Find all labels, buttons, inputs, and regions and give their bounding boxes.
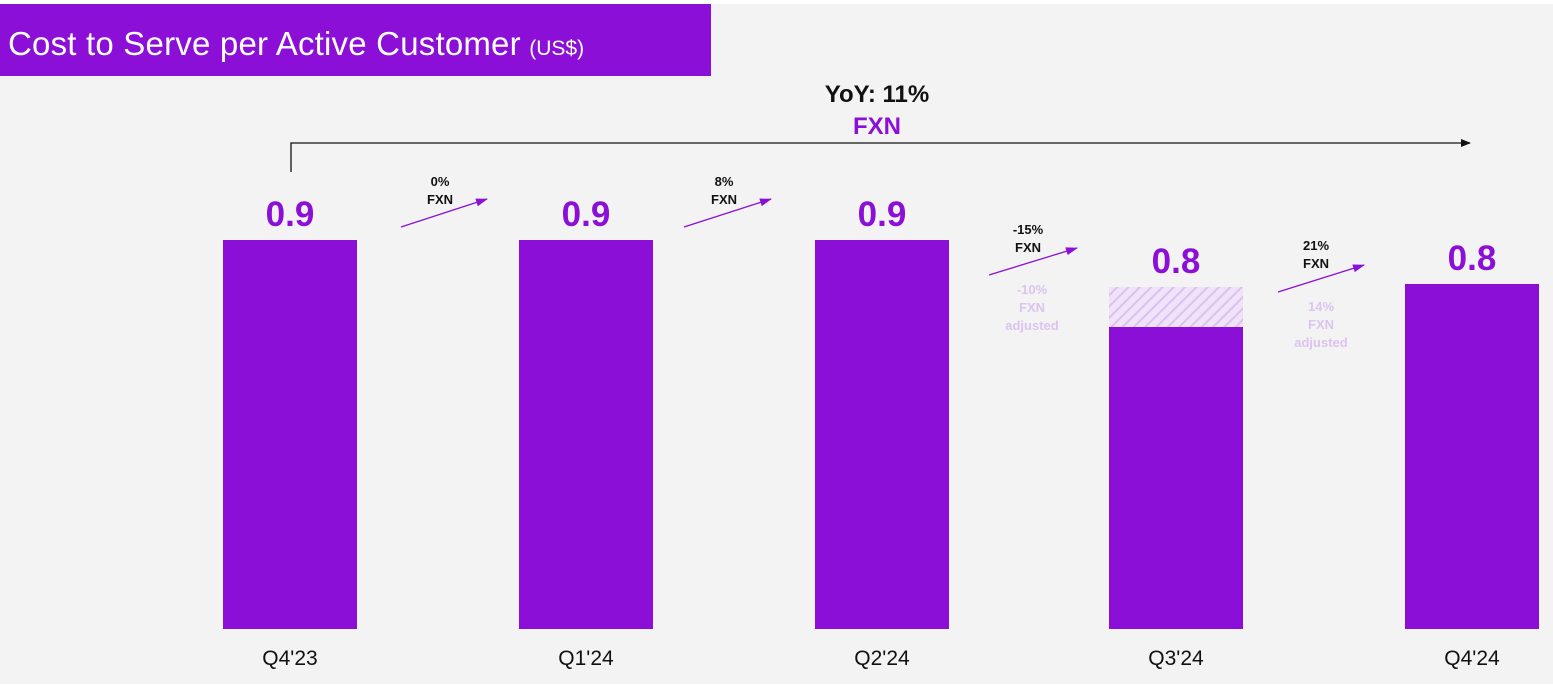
change-arrow	[1277, 264, 1365, 293]
change-percent-label: 8%	[715, 174, 734, 189]
change-percent-label: -15%	[1013, 222, 1044, 237]
adjusted-change-label: -10%	[1017, 282, 1048, 297]
value-label: 0.8	[1448, 239, 1497, 278]
change-arrow	[400, 198, 488, 228]
change-fxn-label: FXN	[427, 192, 453, 207]
value-label: 0.9	[266, 195, 315, 234]
change-arrow	[988, 247, 1078, 276]
category-label: Q4'24	[1444, 647, 1500, 670]
adjusted-change-label: FXN	[1019, 300, 1045, 315]
fx-adjusted-hatch-segment	[1109, 287, 1243, 327]
bar-Q4'24	[1405, 284, 1539, 629]
bar-Q1'24	[519, 240, 653, 629]
change-fxn-label: FXN	[1303, 256, 1329, 271]
value-label: 0.8	[1152, 242, 1201, 281]
value-label: 0.9	[562, 195, 611, 234]
change-percent-label: 0%	[431, 174, 450, 189]
bar-Q2'24	[815, 240, 949, 629]
category-label: Q1'24	[558, 647, 614, 670]
change-fxn-label: FXN	[1015, 240, 1041, 255]
change-arrow	[683, 198, 772, 228]
category-label: Q4'23	[262, 647, 317, 670]
category-label: Q3'24	[1148, 647, 1204, 670]
value-label: 0.9	[858, 195, 907, 234]
yoy-label: YoY: 11%	[825, 81, 929, 108]
yoy-fxn-label: FXN	[853, 113, 901, 140]
category-label: Q2'24	[854, 647, 910, 670]
bar-Q4'23	[223, 240, 357, 629]
title-banner: Cost to Serve per Active Customer (US$)	[0, 4, 711, 76]
chart-title: Cost to Serve per Active Customer	[8, 25, 521, 62]
adjusted-change-label: FXN	[1308, 317, 1334, 332]
adjusted-change-label: 14%	[1308, 299, 1334, 314]
bar-Q3'24	[1109, 327, 1243, 629]
yoy-arrow	[290, 139, 1471, 172]
change-fxn-label: FXN	[711, 192, 737, 207]
adjusted-change-label: adjusted	[1005, 318, 1059, 333]
adjusted-change-label: adjusted	[1294, 335, 1348, 350]
change-percent-label: 21%	[1303, 238, 1329, 253]
chart-unit: (US$)	[529, 37, 585, 60]
